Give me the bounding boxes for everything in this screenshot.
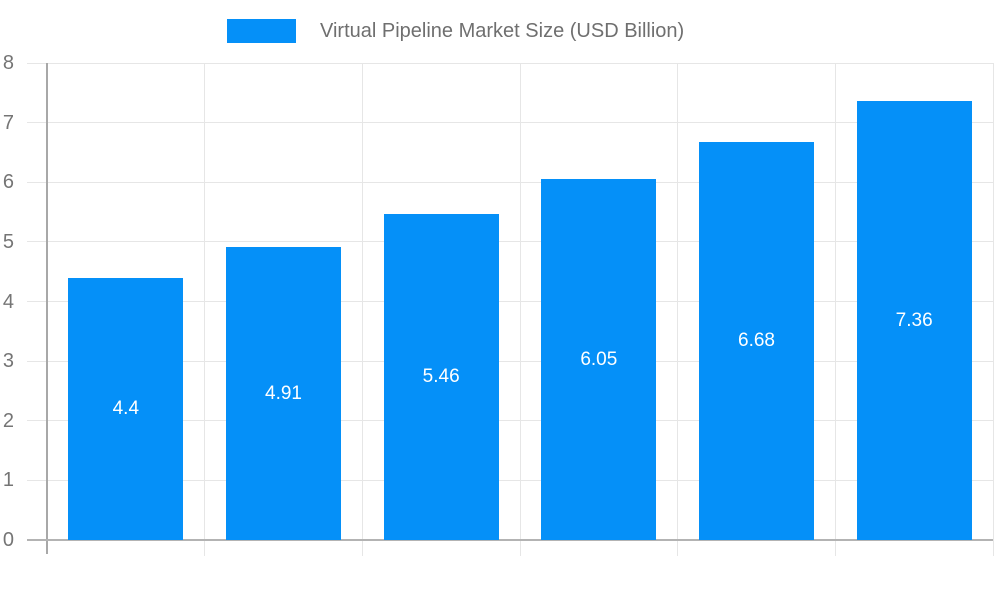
y-axis-tick-label: 8 bbox=[2, 52, 14, 74]
x-axis-line bbox=[27, 539, 993, 541]
bar-2025[interactable]: 5.46 bbox=[383, 214, 499, 540]
x-gridline bbox=[361, 63, 363, 556]
y-axis-tick-label: 4 bbox=[2, 290, 14, 313]
bar-value-label: 4.4 bbox=[112, 397, 140, 419]
x-gridline bbox=[519, 63, 521, 556]
y-axis-tick-label: 7 bbox=[2, 111, 14, 134]
y-gridline bbox=[27, 181, 993, 183]
y-gridline bbox=[27, 360, 993, 362]
bar-2028[interactable]: 7.36 bbox=[856, 101, 972, 540]
y-axis-tick-label: 5 bbox=[2, 230, 14, 253]
y-axis-tick-label: 3 bbox=[2, 350, 14, 373]
bar-2026[interactable]: 6.05 bbox=[541, 179, 657, 540]
plot-area: 0123456784.420234.9120245.4620256.052026… bbox=[3, 53, 994, 556]
bar-2027[interactable]: 6.68 bbox=[699, 141, 814, 540]
legend-label: Virtual Pipeline Market Size (USD Billio… bbox=[320, 19, 685, 42]
y-gridline bbox=[27, 301, 993, 302]
y-axis-tick-label: 1 bbox=[2, 469, 14, 492]
y-gridline bbox=[27, 479, 993, 481]
legend-swatch bbox=[227, 19, 296, 43]
bar-value-label: 5.46 bbox=[422, 366, 460, 388]
x-gridline bbox=[834, 63, 836, 556]
bar-value-label: 4.91 bbox=[265, 382, 302, 404]
y-gridline bbox=[27, 62, 993, 64]
bar-value-label: 7.36 bbox=[895, 309, 933, 331]
bar-value-label: 6.68 bbox=[738, 329, 775, 351]
y-gridline bbox=[27, 420, 993, 422]
y-gridline bbox=[27, 241, 993, 243]
y-axis-line bbox=[46, 63, 48, 554]
x-gridline bbox=[677, 63, 679, 556]
y-axis-tick-label: 6 bbox=[2, 171, 14, 194]
bar-value-label: 6.05 bbox=[580, 348, 618, 370]
y-axis-tick-label: 0 bbox=[2, 529, 14, 551]
bar-2023[interactable]: 4.4 bbox=[68, 277, 184, 540]
x-gridline bbox=[204, 63, 206, 556]
bar-2024[interactable]: 4.91 bbox=[226, 247, 341, 540]
chart-legend[interactable]: Virtual Pipeline Market Size (USD Billio… bbox=[227, 19, 684, 43]
y-axis-tick-label: 2 bbox=[2, 409, 14, 432]
y-gridline bbox=[27, 122, 993, 124]
x-gridline bbox=[992, 63, 994, 556]
